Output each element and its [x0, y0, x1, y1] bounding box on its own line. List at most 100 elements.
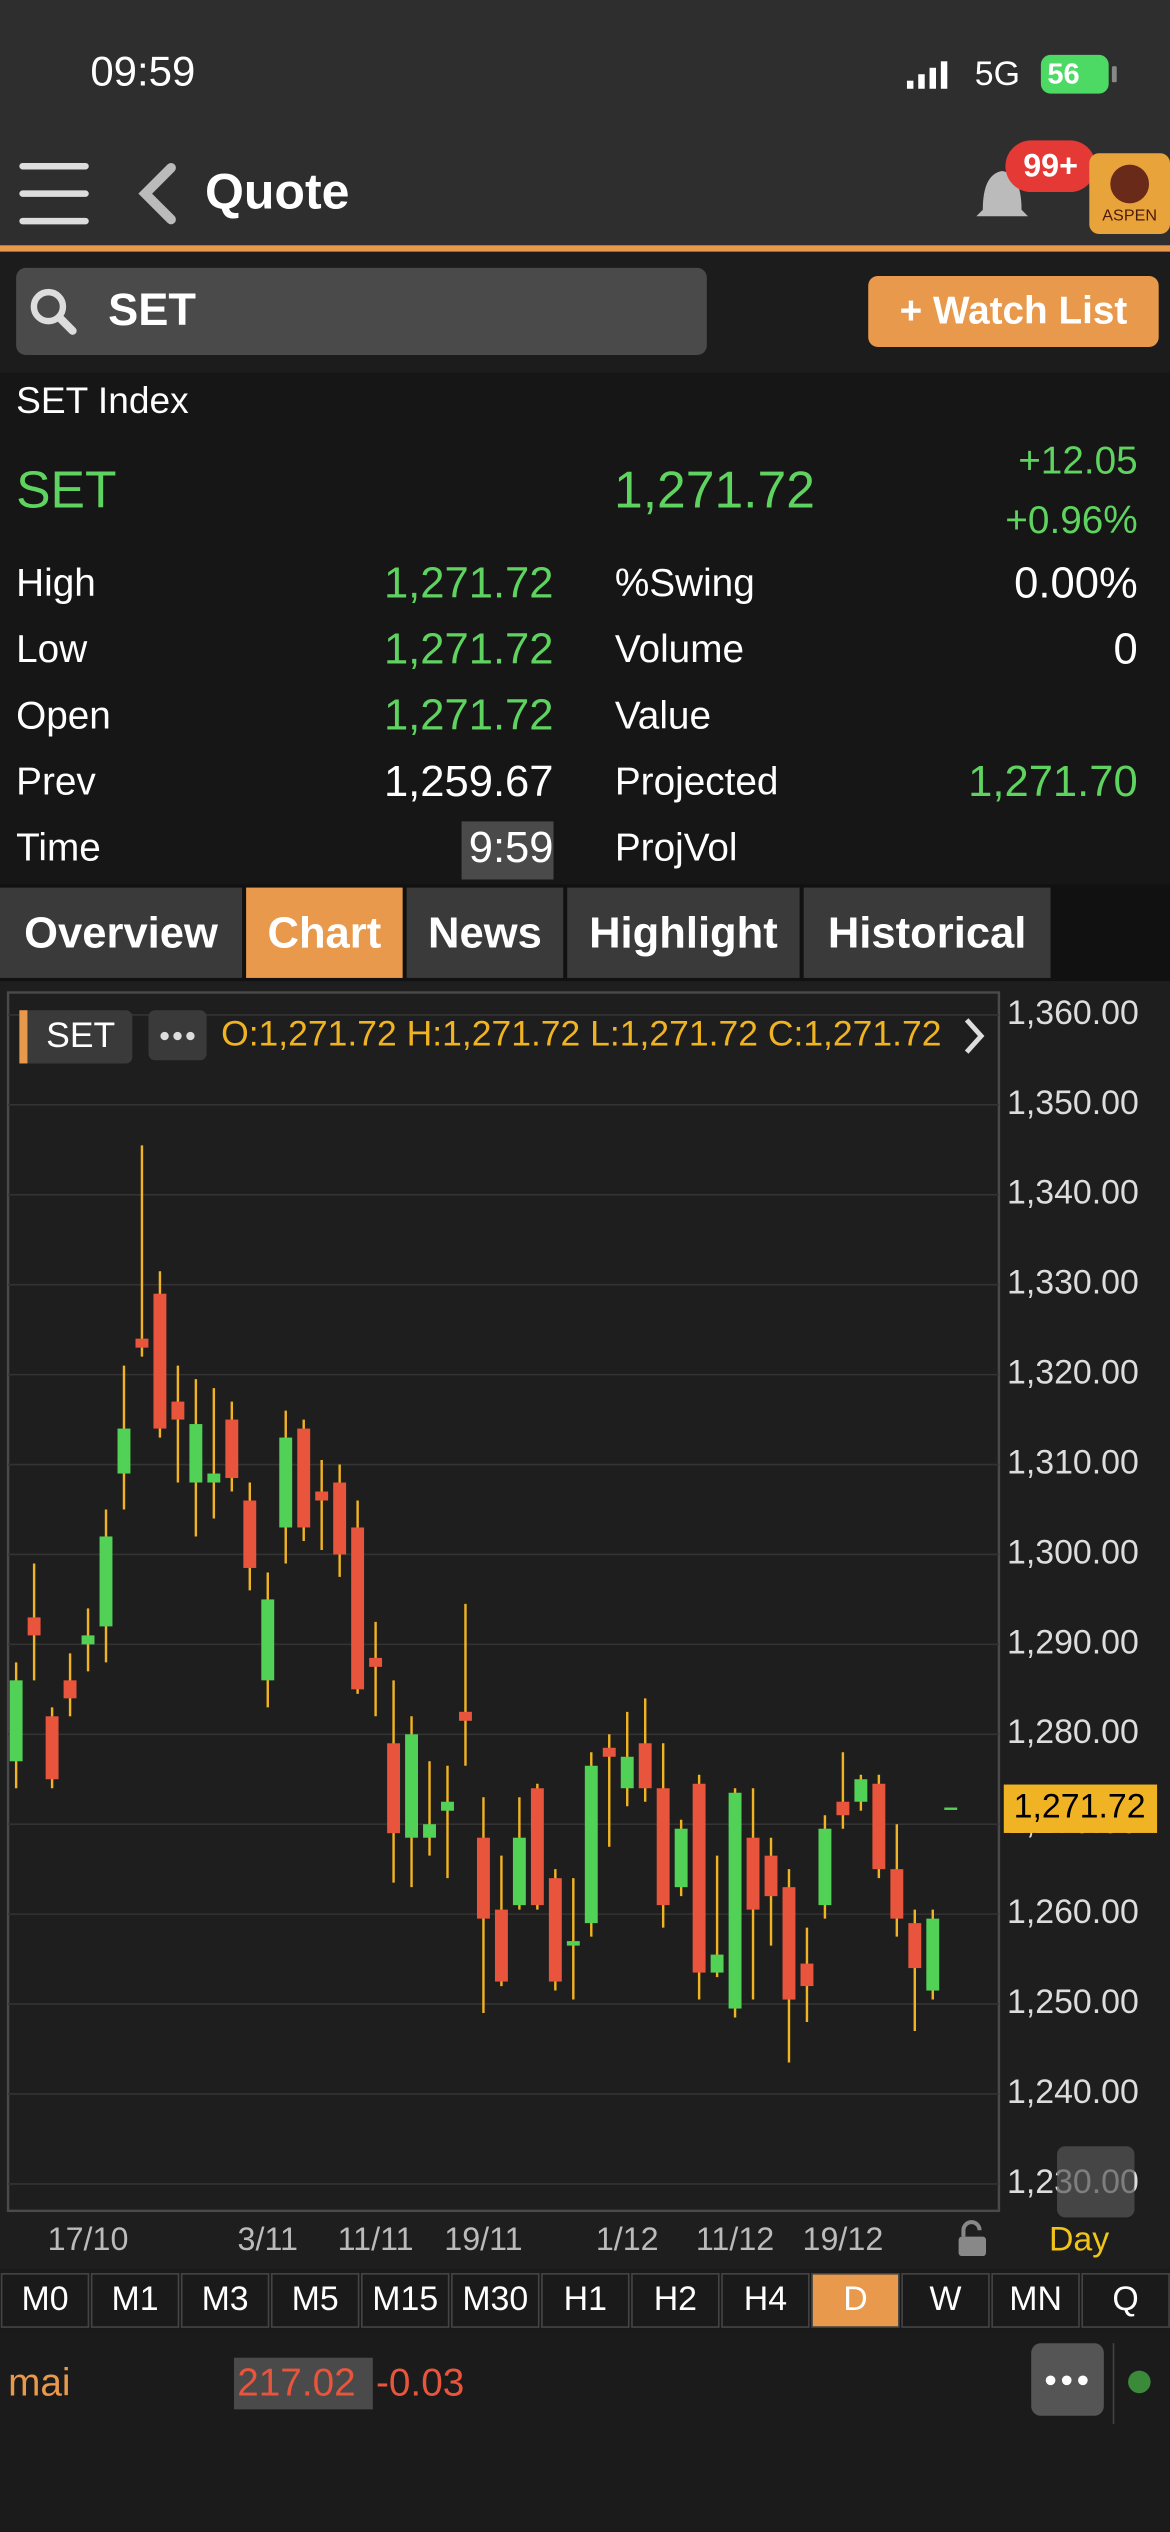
x-axis: 17/10 3/11 11/11 19/11 1/12 11/12 19/12	[48, 2221, 884, 2257]
candle-body	[153, 1293, 167, 1429]
x-tick-label: 3/11	[238, 2221, 298, 2257]
period-label: M0	[21, 2280, 68, 2318]
field-value: 0	[1113, 625, 1137, 673]
footer-symbol: mai	[8, 2361, 70, 2404]
tab[interactable]	[406, 887, 564, 978]
back-button[interactable]	[138, 162, 176, 225]
field-value: 1,259.67	[384, 758, 554, 806]
candle-body	[944, 1807, 958, 1810]
badge-count: 99+	[1023, 147, 1078, 183]
candle-body	[207, 1473, 221, 1483]
candle-body	[351, 1527, 365, 1690]
battery-tip	[1111, 66, 1117, 83]
period-button[interactable]	[721, 2272, 810, 2328]
candle-body	[656, 1788, 670, 1906]
legend-symbol-box[interactable]	[19, 1010, 133, 1064]
x-unit: Day	[1049, 2220, 1109, 2258]
y-tick-label: 1,250.00	[1007, 1983, 1139, 2021]
candle-body	[890, 1869, 904, 1919]
battery-level: 56	[1047, 59, 1079, 91]
logo-globe	[1110, 164, 1150, 204]
period-label: M15	[372, 2280, 438, 2318]
candles	[9, 1145, 958, 2063]
period-button[interactable]	[541, 2272, 630, 2328]
candle-body	[117, 1428, 131, 1474]
field-label: Low	[16, 628, 88, 671]
candle-body	[189, 1424, 203, 1483]
y-tick-label: 1,260.00	[1007, 1893, 1139, 1931]
legend-marker	[19, 1010, 28, 1064]
period-button[interactable]	[811, 2272, 900, 2328]
tab-label: Highlight	[589, 910, 778, 958]
field-label: Value	[615, 694, 711, 737]
x-tick-label: 17/10	[48, 2221, 129, 2257]
chart-area	[0, 981, 1170, 2269]
period-button[interactable]	[0, 2272, 90, 2328]
period-label: D	[843, 2280, 867, 2318]
period-button[interactable]	[1081, 2272, 1170, 2328]
plot-frame	[6, 991, 1001, 2213]
candle-body	[548, 1878, 562, 1982]
search-query: SET	[108, 284, 196, 335]
field-label: %Swing	[615, 562, 755, 605]
tab[interactable]	[0, 887, 243, 978]
candle-body	[674, 1828, 688, 1888]
period-button[interactable]	[901, 2272, 990, 2328]
x-tick-label: 11/11	[338, 2221, 414, 2257]
instrument-name: SET Index	[16, 379, 189, 421]
tab[interactable]	[567, 887, 800, 978]
search-icon-handle	[55, 313, 77, 335]
battery	[1040, 54, 1109, 94]
tab[interactable]	[803, 887, 1051, 978]
badge	[1005, 140, 1096, 193]
lock-icon[interactable]	[958, 2220, 987, 2257]
candle-body	[782, 1887, 796, 2000]
watch-list-label: + Watch List	[900, 289, 1128, 332]
x-tick-label: 11/12	[696, 2221, 774, 2257]
candle-body	[81, 1635, 95, 1645]
period-button[interactable]	[180, 2272, 270, 2328]
candle-body	[459, 1711, 472, 1721]
period-label: M30	[462, 2280, 528, 2318]
candle-body	[764, 1855, 778, 1897]
quote-fields: High 1,271.72 Low 1,271.72 Open 1,271.72 Prev 1…	[16, 559, 1138, 880]
footer-change: -0.03	[376, 2361, 464, 2404]
candle-body	[836, 1801, 850, 1816]
candle-body	[818, 1828, 832, 1906]
period-button[interactable]	[270, 2272, 360, 2328]
quote-area	[0, 372, 1170, 886]
candle-body	[494, 1909, 508, 1982]
candle-body	[279, 1437, 293, 1528]
period-button[interactable]	[991, 2272, 1080, 2328]
period-label: MN	[1009, 2280, 1062, 2318]
period-button[interactable]	[631, 2272, 720, 2328]
candle-body	[872, 1783, 886, 1870]
last-price-tag	[1003, 1784, 1158, 1833]
candle-body	[908, 1923, 922, 1969]
tabs: Overview Chart News Highlight Historical	[0, 887, 1051, 978]
candle-body	[135, 1338, 149, 1348]
connection-icon	[1128, 2370, 1151, 2394]
search-box[interactable]	[16, 267, 707, 356]
y-tick-label: 1,340.00	[1007, 1174, 1139, 1212]
last-price: 1,271.72	[614, 460, 815, 518]
menu-button[interactable]	[19, 162, 89, 225]
period-button[interactable]	[90, 2272, 180, 2328]
legend-expand[interactable]	[964, 1018, 985, 1054]
y-tick-label: 1,350.00	[1007, 1084, 1139, 1122]
field-value: 1,271.70	[968, 758, 1138, 806]
y-tick-label: 1,280.00	[1007, 1713, 1139, 1751]
period-button[interactable]	[451, 2272, 540, 2328]
field-label: Volume	[615, 628, 744, 671]
field-value: 1,271.72	[384, 692, 554, 740]
candle-body	[512, 1837, 526, 1906]
footer-menu-dots	[1045, 2375, 1088, 2386]
tab[interactable]	[246, 887, 403, 978]
candle-body	[566, 1941, 580, 1946]
watch-list-button[interactable]	[868, 275, 1159, 347]
legend-ohlc: O:1,271.72 H:1,271.72 L:1,271.72 C:1,271…	[221, 1013, 941, 1053]
period-button[interactable]	[361, 2272, 450, 2328]
fullscreen-button[interactable]	[1057, 2146, 1135, 2218]
x-tick-label: 1/12	[596, 2221, 659, 2257]
